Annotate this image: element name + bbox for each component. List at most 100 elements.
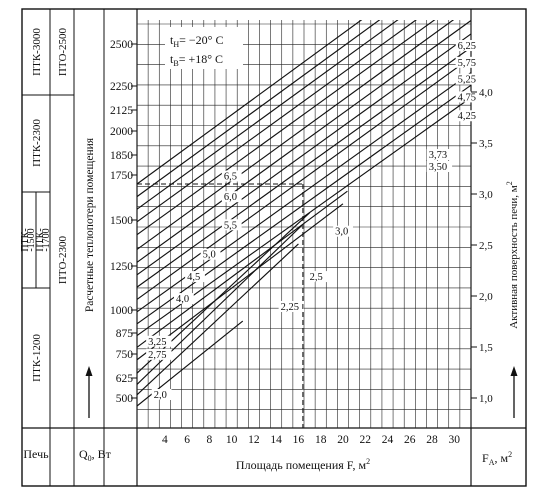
series-line-4-75 (137, 33, 471, 276)
x-tick-label: 4 (162, 434, 168, 446)
line-label-2-75: 2,75 (146, 348, 172, 361)
x-tick-label: 30 (449, 434, 461, 446)
y-tick-label: 2500 (110, 39, 133, 51)
svg-text:6,25: 6,25 (458, 41, 476, 52)
y2-tick-label: 2,0 (479, 291, 493, 303)
series-line-6-0 (137, 20, 399, 210)
series-line-2-25 (137, 243, 299, 396)
y2-tick-label: 4,0 (479, 87, 493, 99)
q0-footer-label: Q0, Вт (79, 447, 112, 463)
y-axis-label: Расчетные теплопотери помещения (84, 137, 96, 312)
line-label-2-25: 2,25 (278, 301, 305, 313)
outer-frame (21, 8, 527, 487)
svg-text:2,0: 2,0 (154, 390, 167, 401)
series-line-3-25 (137, 190, 348, 348)
ptk3000-label: ПТК-3000 (31, 28, 43, 76)
y2-tick-label: 1,5 (479, 342, 493, 354)
y-tick-label: 2000 (110, 126, 133, 138)
y-tick-label: 1250 (110, 261, 133, 273)
x-tick-label: 22 (359, 434, 371, 446)
line-label-3-0: 3,0 (333, 225, 353, 238)
x-tick-label: 12 (248, 434, 260, 446)
ptk2300-label: ПТК-2300 (31, 119, 43, 167)
series-line-6-25 (137, 20, 381, 198)
y-tick-label: 500 (116, 393, 134, 405)
svg-text:6,0: 6,0 (224, 192, 237, 203)
y-tick-label: 2250 (110, 81, 133, 93)
ptk1500-label-a: ПТК- (20, 228, 31, 251)
series-line-6-5 (137, 20, 363, 185)
x-tick-label: 16 (293, 434, 305, 446)
svg-text:4,75: 4,75 (458, 92, 476, 103)
series-line-3-0 (137, 203, 344, 361)
pto2500-label: ПТО-2500 (57, 27, 69, 76)
svg-text:FA, м2: FA, м2 (482, 450, 512, 467)
line-label-2-5: 2,5 (307, 271, 328, 283)
x-tick-label: 18 (315, 434, 327, 446)
x-tick-label: 6 (184, 434, 190, 446)
line-label-3-25: 3,25 (146, 335, 172, 348)
series-line-4-25 (137, 56, 471, 300)
line-label-5-5: 5,5 (221, 219, 242, 231)
line-label-6-25: 6,25 (455, 40, 482, 52)
svg-text:4,5: 4,5 (187, 272, 200, 283)
series-line-4-5 (137, 46, 471, 288)
svg-text:5,5: 5,5 (224, 220, 237, 231)
series-line-5-0 (137, 20, 471, 263)
y-tick-label: 1750 (110, 170, 133, 182)
y-tick-label: 875 (116, 328, 134, 340)
x-tick-label: 26 (404, 434, 416, 446)
x-tick-label: 10 (226, 434, 238, 446)
series-line-5-25 (137, 20, 455, 250)
x-axis-label: Площадь помещения F, м2 (236, 457, 370, 472)
line-label-4-25: 4,25 (455, 110, 482, 122)
y-tick-label: 1850 (110, 150, 133, 162)
ptk1700-label-b: -1700 (41, 228, 52, 251)
legend-tn: tН= −20° C (170, 33, 223, 49)
svg-text:2,5: 2,5 (310, 272, 323, 283)
y2-tick-label: 3,5 (479, 138, 493, 150)
y2-tick-label: 2,5 (479, 240, 493, 252)
ptk1500-label-b: -1500 (26, 228, 37, 251)
series-line-5-5 (137, 20, 436, 236)
legend: tН= −20° C tВ= +18° C (165, 27, 243, 69)
svg-text:5,0: 5,0 (203, 250, 216, 261)
svg-text:6,5: 6,5 (224, 172, 237, 183)
grid (136, 20, 472, 428)
svg-text:3,25: 3,25 (148, 337, 166, 348)
y2-axis-label: Активная поверхность печи, м2 (505, 181, 520, 329)
svg-text:5,25: 5,25 (458, 75, 476, 86)
pto2300-label: ПТО-2300 (57, 235, 69, 284)
svg-text:4,25: 4,25 (458, 111, 476, 122)
line-label-6-5: 6,5 (221, 170, 242, 183)
svg-text:5,75: 5,75 (458, 58, 476, 69)
svg-text:4,0: 4,0 (176, 294, 189, 305)
x-tick-label: 14 (270, 434, 282, 446)
line-label-5-0: 5,0 (200, 248, 221, 261)
svg-text:2,75: 2,75 (148, 350, 166, 361)
y2-tick-label: 3,0 (479, 189, 493, 201)
series-line-5-75 (137, 20, 417, 223)
up-arrow-icon-left (85, 366, 93, 418)
line-label-5-25: 5,25 (455, 73, 482, 86)
line-label-3-73: 3,73 (426, 149, 453, 161)
stove-footer-label: Печь (23, 447, 49, 461)
x-tick-label: 20 (337, 434, 349, 446)
ptk1700-label-a: ПТК- (35, 228, 46, 251)
svg-text:3,0: 3,0 (335, 227, 348, 238)
line-label-4-5: 4,5 (185, 271, 205, 283)
line-labels: 2,0 2,75 3,25 4,0 4,55,0 5,5 6,0 6,5 2,25 2,5 3,0 3… (146, 40, 482, 401)
svg-text:3,73: 3,73 (429, 150, 447, 161)
y-tick-label: 2125 (110, 105, 133, 117)
y-tick-label: 1000 (110, 305, 133, 317)
x-tick-label: 28 (426, 434, 438, 446)
axis-ticks: 500 625 750 875 1000 1250 1500 1750 1850 2000 2125… (110, 39, 493, 446)
y-tick-label: 1500 (110, 215, 133, 227)
svg-text:2,25: 2,25 (281, 302, 299, 313)
line-label-6-0: 6,0 (221, 191, 242, 203)
line-label-4-75: 4,75 (455, 91, 482, 103)
fa-footer-label: FA, м2 (482, 450, 512, 467)
line-label-2-0: 2,0 (151, 389, 172, 401)
line-label-4-0: 4,0 (173, 293, 194, 305)
